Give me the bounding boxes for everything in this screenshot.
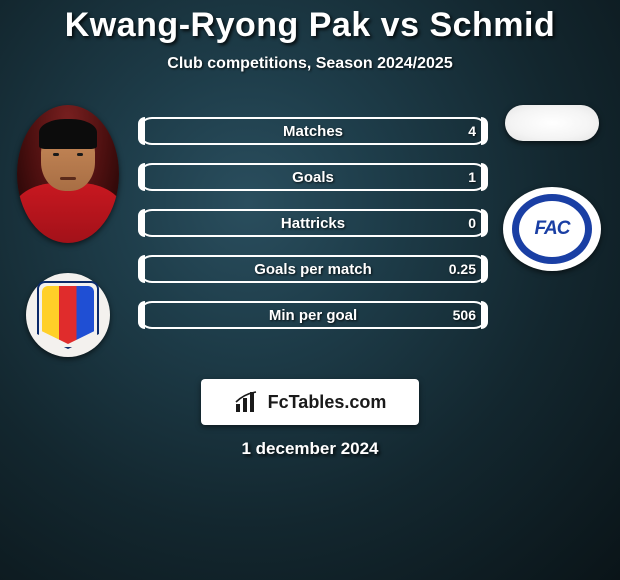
bar-right-fill	[481, 117, 488, 145]
stat-bar: Goals 1	[138, 163, 488, 191]
stat-label: Goals	[292, 169, 334, 186]
player-left-column	[8, 105, 128, 357]
comparison-row: Matches 4 Goals 1 Hattricks 0 Goals per match 0…	[0, 105, 620, 357]
stat-bar: Goals per match 0.25	[138, 255, 488, 283]
stat-right-value: 1	[468, 169, 476, 185]
bar-right-fill	[481, 301, 488, 329]
bar-left-fill	[138, 255, 145, 283]
bar-right-fill	[481, 209, 488, 237]
club-left-crest-icon	[26, 273, 110, 357]
content-container: Kwang-Ryong Pak vs Schmid Club competiti…	[0, 0, 620, 580]
stat-bar: Min per goal 506	[138, 301, 488, 329]
bar-right-fill	[481, 255, 488, 283]
stat-right-value: 0.25	[449, 261, 476, 277]
stat-label: Goals per match	[254, 261, 372, 278]
page-subtitle: Club competitions, Season 2024/2025	[0, 55, 620, 73]
stat-right-value: 0	[468, 215, 476, 231]
stat-right-value: 4	[468, 123, 476, 139]
footer-date: 1 december 2024	[0, 439, 620, 459]
stat-label: Matches	[283, 123, 343, 140]
stat-label: Hattricks	[281, 215, 345, 232]
player-right-avatar	[505, 105, 599, 141]
bar-chart-icon	[234, 390, 262, 414]
brand-text: FcTables.com	[268, 392, 387, 413]
player-left-avatar	[17, 105, 119, 243]
stat-bar: Hattricks 0	[138, 209, 488, 237]
crest-ring: FAC	[512, 194, 592, 264]
stat-label: Min per goal	[269, 307, 357, 324]
stats-bars: Matches 4 Goals 1 Hattricks 0 Goals per match 0…	[128, 105, 492, 347]
club-right-crest-icon: FAC	[503, 187, 601, 271]
bar-left-fill	[138, 163, 145, 191]
stat-bar: Matches 4	[138, 117, 488, 145]
stat-right-value: 506	[453, 307, 476, 323]
player-right-column: FAC	[492, 105, 612, 271]
bar-right-fill	[481, 163, 488, 191]
crest-text: FAC	[535, 218, 570, 240]
page-title: Kwang-Ryong Pak vs Schmid	[0, 6, 620, 45]
brand-logo: FcTables.com	[201, 379, 419, 425]
bar-left-fill	[138, 209, 145, 237]
bar-left-fill	[138, 117, 145, 145]
bar-left-fill	[138, 301, 145, 329]
